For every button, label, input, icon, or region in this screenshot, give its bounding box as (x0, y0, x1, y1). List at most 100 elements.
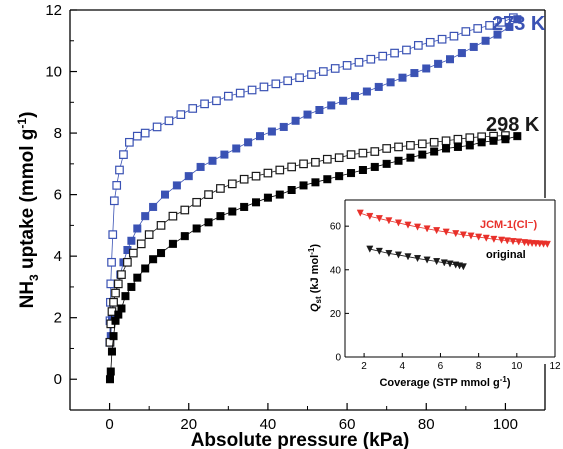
main-series-1-point (133, 224, 142, 233)
main-series-0-point (108, 230, 118, 239)
inset-ticks: 2 4 6 8 10 12 0 20 40 60 (330, 222, 561, 372)
main-series-2-point (417, 139, 427, 149)
inset-series-0-point (452, 230, 460, 238)
main-series-2-point (204, 190, 213, 199)
main-y-label-sup: -1 (15, 118, 29, 129)
main-series-1-point (196, 162, 205, 171)
main-series-0-point (235, 88, 245, 98)
inset-x-label-end: ) (507, 377, 511, 389)
inset-series-1-point (414, 255, 422, 263)
main-series-0-point (212, 96, 221, 106)
main-series-2-point (168, 211, 178, 221)
main-series-3-point (477, 138, 486, 147)
main-series-2-point (128, 248, 138, 258)
main-series-2-point (113, 279, 123, 289)
main-series-3-point (240, 202, 249, 211)
main-series-2-point (311, 157, 320, 167)
main-series-0-point (107, 257, 116, 267)
main-y-label-mid: uptake (mmol g (17, 129, 38, 275)
main-series-2-point (429, 137, 439, 147)
main-series-0-point (354, 57, 364, 67)
inset-series-0-point (509, 238, 517, 246)
main-series-1-point (315, 106, 324, 114)
main-series-0-point (330, 64, 340, 73)
main-series-3-point (192, 224, 201, 233)
main-series-0-point (378, 51, 388, 61)
main-series-1-point (256, 132, 264, 141)
main-series-1-point (339, 96, 348, 105)
main-series-0-point (223, 91, 233, 101)
main-series-1-point (172, 181, 181, 190)
inset-series-0-point (442, 228, 450, 236)
inset-series-1-point (440, 259, 448, 267)
main-x-tick-label: 40 (260, 416, 277, 433)
main-series-0-point (283, 76, 293, 86)
inset-series-1-point (404, 253, 412, 261)
inset-series-0-point (404, 221, 412, 229)
main-series-2-point (287, 162, 297, 172)
inset-series-0-point (394, 219, 402, 227)
main-series-1-point (141, 212, 150, 221)
main-series-0-point (132, 131, 142, 141)
main-series-2-point (156, 221, 166, 230)
main-series-1-point (469, 42, 478, 51)
main-series-1-point (513, 15, 522, 24)
inset-y-label-q: Q (309, 303, 321, 312)
main-series-3-point (141, 264, 150, 273)
main-series-3-point (133, 273, 142, 282)
inset-x-tick-label: 6 (438, 361, 444, 372)
inset-series-0-point (366, 212, 374, 221)
inset-y-label-mid: (kJ mol (309, 255, 321, 297)
main-series-3-point (299, 181, 308, 190)
main-series-3-point (394, 156, 403, 165)
main-series-3-point (513, 132, 522, 141)
inset-x-tick-label: 8 (476, 361, 482, 372)
main-series-1-point (244, 138, 253, 147)
inset-series-0-point (385, 217, 393, 225)
main-series-3-point (109, 332, 118, 341)
series-label-298k: 298 K (486, 114, 540, 136)
inset-series-0-point (498, 236, 506, 244)
inset-series-0-point (490, 235, 498, 243)
inset-y-tick-label: 60 (330, 222, 342, 233)
main-series-1-point (232, 144, 241, 153)
inset-x-label-sup: -1 (500, 375, 508, 384)
inset-y-tick-label: 40 (330, 265, 342, 276)
main-series-2-point (453, 134, 463, 144)
main-series-0-point (200, 99, 209, 109)
main-series-2-point (109, 297, 118, 307)
main-series-1-point (267, 127, 276, 136)
main-y-axis-label: NH3 uptake (mmol g-1) (15, 112, 41, 309)
main-series-0-point (259, 82, 269, 92)
inset-series-label-original: original (486, 249, 526, 261)
main-series-2-point (465, 133, 475, 143)
inset-series-1-point (375, 247, 383, 255)
main-series-1-point (149, 202, 158, 211)
main-series-3-point (358, 166, 367, 174)
main-series-1-point (386, 78, 395, 87)
inset-x-tick-label: 10 (511, 361, 523, 372)
main-series-0-point (295, 73, 304, 83)
main-series-3-point (216, 212, 225, 221)
inset-x-tick-label: 12 (549, 361, 561, 372)
main-series-1-point (291, 116, 300, 125)
main-series-0-point (449, 31, 459, 41)
main-series-0-point (119, 150, 128, 159)
main-series-0-point (188, 104, 198, 113)
main-series-1-point (457, 49, 466, 58)
main-series-1-point (398, 73, 407, 82)
main-series-0-point (152, 122, 162, 132)
inset-x-tick-label: 4 (399, 361, 405, 372)
main-series-0-point (176, 110, 186, 119)
main-series-3-point (121, 292, 130, 301)
main-series-2-point (275, 165, 285, 175)
main-series-3-point (442, 144, 451, 153)
main-series-1-point (410, 69, 419, 78)
inset-y-axis-label: Qst (kJ mol-1) (307, 244, 323, 312)
main-x-tick-label: 0 (105, 416, 113, 433)
inset-x-tick-label: 2 (361, 361, 367, 372)
inset-x-axis-label: Coverage (STP mmol g-1) (379, 375, 510, 389)
main-series-3-point (465, 141, 474, 150)
main-series-3-point (489, 136, 498, 145)
